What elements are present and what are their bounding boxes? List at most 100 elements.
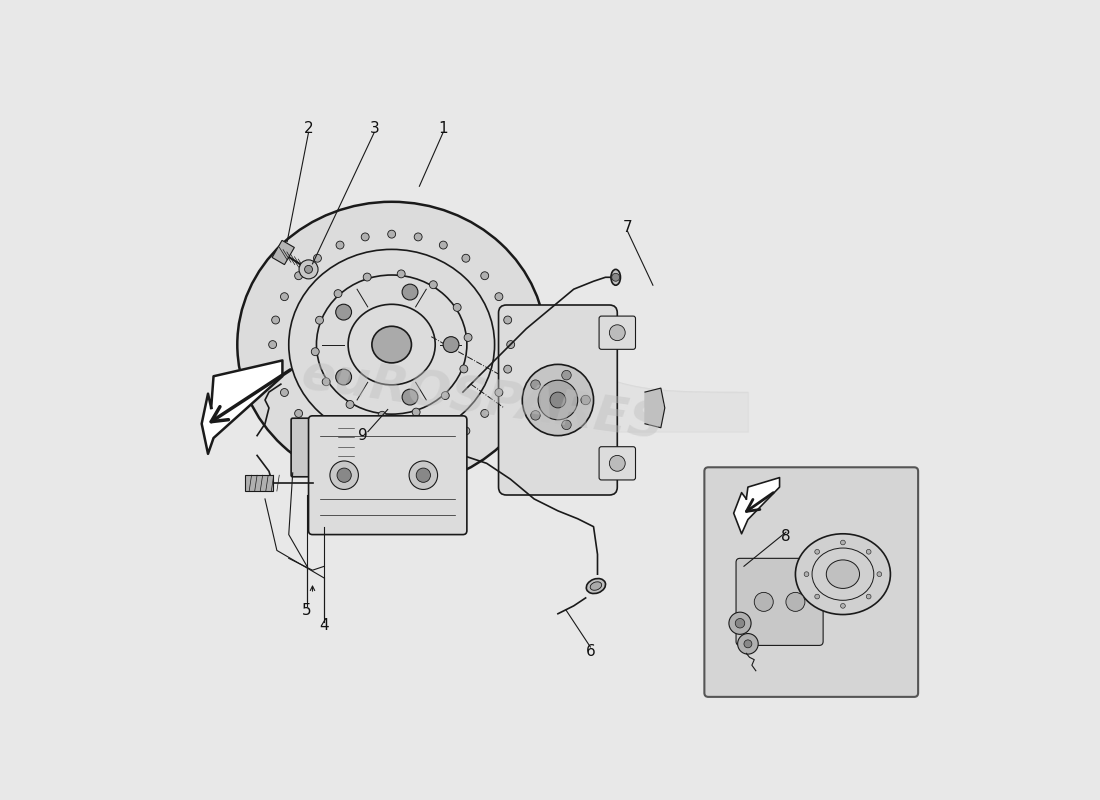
- Circle shape: [462, 427, 470, 435]
- Circle shape: [272, 316, 279, 324]
- Circle shape: [612, 274, 619, 282]
- FancyBboxPatch shape: [600, 446, 636, 480]
- Circle shape: [337, 440, 344, 448]
- Text: 2: 2: [304, 121, 313, 136]
- Circle shape: [522, 364, 594, 436]
- Text: 7: 7: [623, 220, 632, 235]
- Circle shape: [481, 272, 488, 280]
- Circle shape: [397, 270, 405, 278]
- Circle shape: [416, 468, 430, 482]
- Circle shape: [840, 603, 845, 608]
- Circle shape: [403, 389, 418, 405]
- Circle shape: [337, 468, 351, 482]
- Circle shape: [609, 455, 625, 471]
- Circle shape: [815, 594, 820, 599]
- Circle shape: [581, 395, 591, 405]
- Circle shape: [361, 233, 370, 241]
- Circle shape: [481, 410, 488, 418]
- Bar: [245, 475, 273, 491]
- Circle shape: [330, 461, 359, 490]
- Circle shape: [538, 380, 578, 420]
- Text: 4: 4: [320, 618, 329, 633]
- Circle shape: [272, 365, 279, 373]
- Bar: [272, 240, 295, 265]
- Circle shape: [295, 410, 302, 418]
- Circle shape: [785, 592, 805, 611]
- Ellipse shape: [586, 578, 605, 594]
- Circle shape: [441, 392, 449, 399]
- Polygon shape: [734, 478, 780, 534]
- Text: 9: 9: [359, 428, 369, 443]
- Circle shape: [755, 592, 773, 611]
- Ellipse shape: [610, 270, 620, 286]
- Circle shape: [337, 241, 344, 249]
- Polygon shape: [645, 388, 664, 428]
- Circle shape: [735, 618, 745, 628]
- Circle shape: [336, 304, 352, 320]
- Ellipse shape: [238, 202, 546, 487]
- Circle shape: [299, 260, 318, 279]
- Circle shape: [295, 272, 302, 280]
- Ellipse shape: [591, 582, 602, 590]
- Circle shape: [460, 365, 467, 373]
- Circle shape: [609, 325, 625, 341]
- Circle shape: [443, 337, 459, 353]
- FancyBboxPatch shape: [704, 467, 918, 697]
- Circle shape: [550, 392, 565, 408]
- Circle shape: [280, 389, 288, 397]
- Text: 3: 3: [370, 121, 379, 136]
- Ellipse shape: [826, 560, 859, 589]
- Text: 5: 5: [302, 603, 311, 618]
- Circle shape: [314, 254, 321, 262]
- Circle shape: [462, 254, 470, 262]
- Text: 6: 6: [585, 644, 595, 659]
- Circle shape: [361, 448, 370, 456]
- Circle shape: [314, 427, 321, 435]
- Circle shape: [840, 540, 845, 545]
- FancyBboxPatch shape: [308, 416, 466, 534]
- Circle shape: [531, 410, 540, 420]
- Ellipse shape: [317, 275, 466, 414]
- Circle shape: [877, 572, 882, 577]
- Circle shape: [412, 408, 420, 416]
- Circle shape: [815, 550, 820, 554]
- FancyBboxPatch shape: [736, 558, 823, 646]
- Circle shape: [495, 293, 503, 301]
- Circle shape: [464, 334, 472, 342]
- Circle shape: [531, 380, 540, 390]
- Text: euROSPARES: euROSPARES: [298, 350, 668, 450]
- Circle shape: [415, 448, 422, 456]
- Circle shape: [507, 341, 515, 349]
- Circle shape: [334, 290, 342, 298]
- Circle shape: [495, 389, 503, 397]
- Text: 8: 8: [781, 530, 791, 545]
- Circle shape: [867, 594, 871, 599]
- Circle shape: [439, 241, 448, 249]
- Circle shape: [378, 411, 386, 419]
- Circle shape: [363, 273, 371, 281]
- Circle shape: [439, 440, 448, 448]
- Circle shape: [387, 451, 396, 459]
- Circle shape: [305, 266, 312, 274]
- FancyBboxPatch shape: [292, 418, 338, 477]
- Circle shape: [562, 370, 571, 380]
- Circle shape: [562, 420, 571, 430]
- Circle shape: [403, 284, 418, 300]
- Circle shape: [336, 369, 352, 385]
- Circle shape: [867, 550, 871, 554]
- Ellipse shape: [795, 534, 890, 614]
- Ellipse shape: [372, 326, 411, 363]
- Circle shape: [268, 341, 276, 349]
- Circle shape: [280, 293, 288, 301]
- Circle shape: [804, 572, 808, 577]
- Circle shape: [738, 634, 758, 654]
- Circle shape: [346, 401, 354, 409]
- Circle shape: [744, 640, 752, 648]
- FancyBboxPatch shape: [336, 426, 356, 470]
- Circle shape: [322, 378, 330, 386]
- Circle shape: [316, 316, 323, 324]
- Circle shape: [504, 316, 512, 324]
- Circle shape: [453, 303, 461, 311]
- Circle shape: [429, 281, 438, 289]
- Circle shape: [387, 230, 396, 238]
